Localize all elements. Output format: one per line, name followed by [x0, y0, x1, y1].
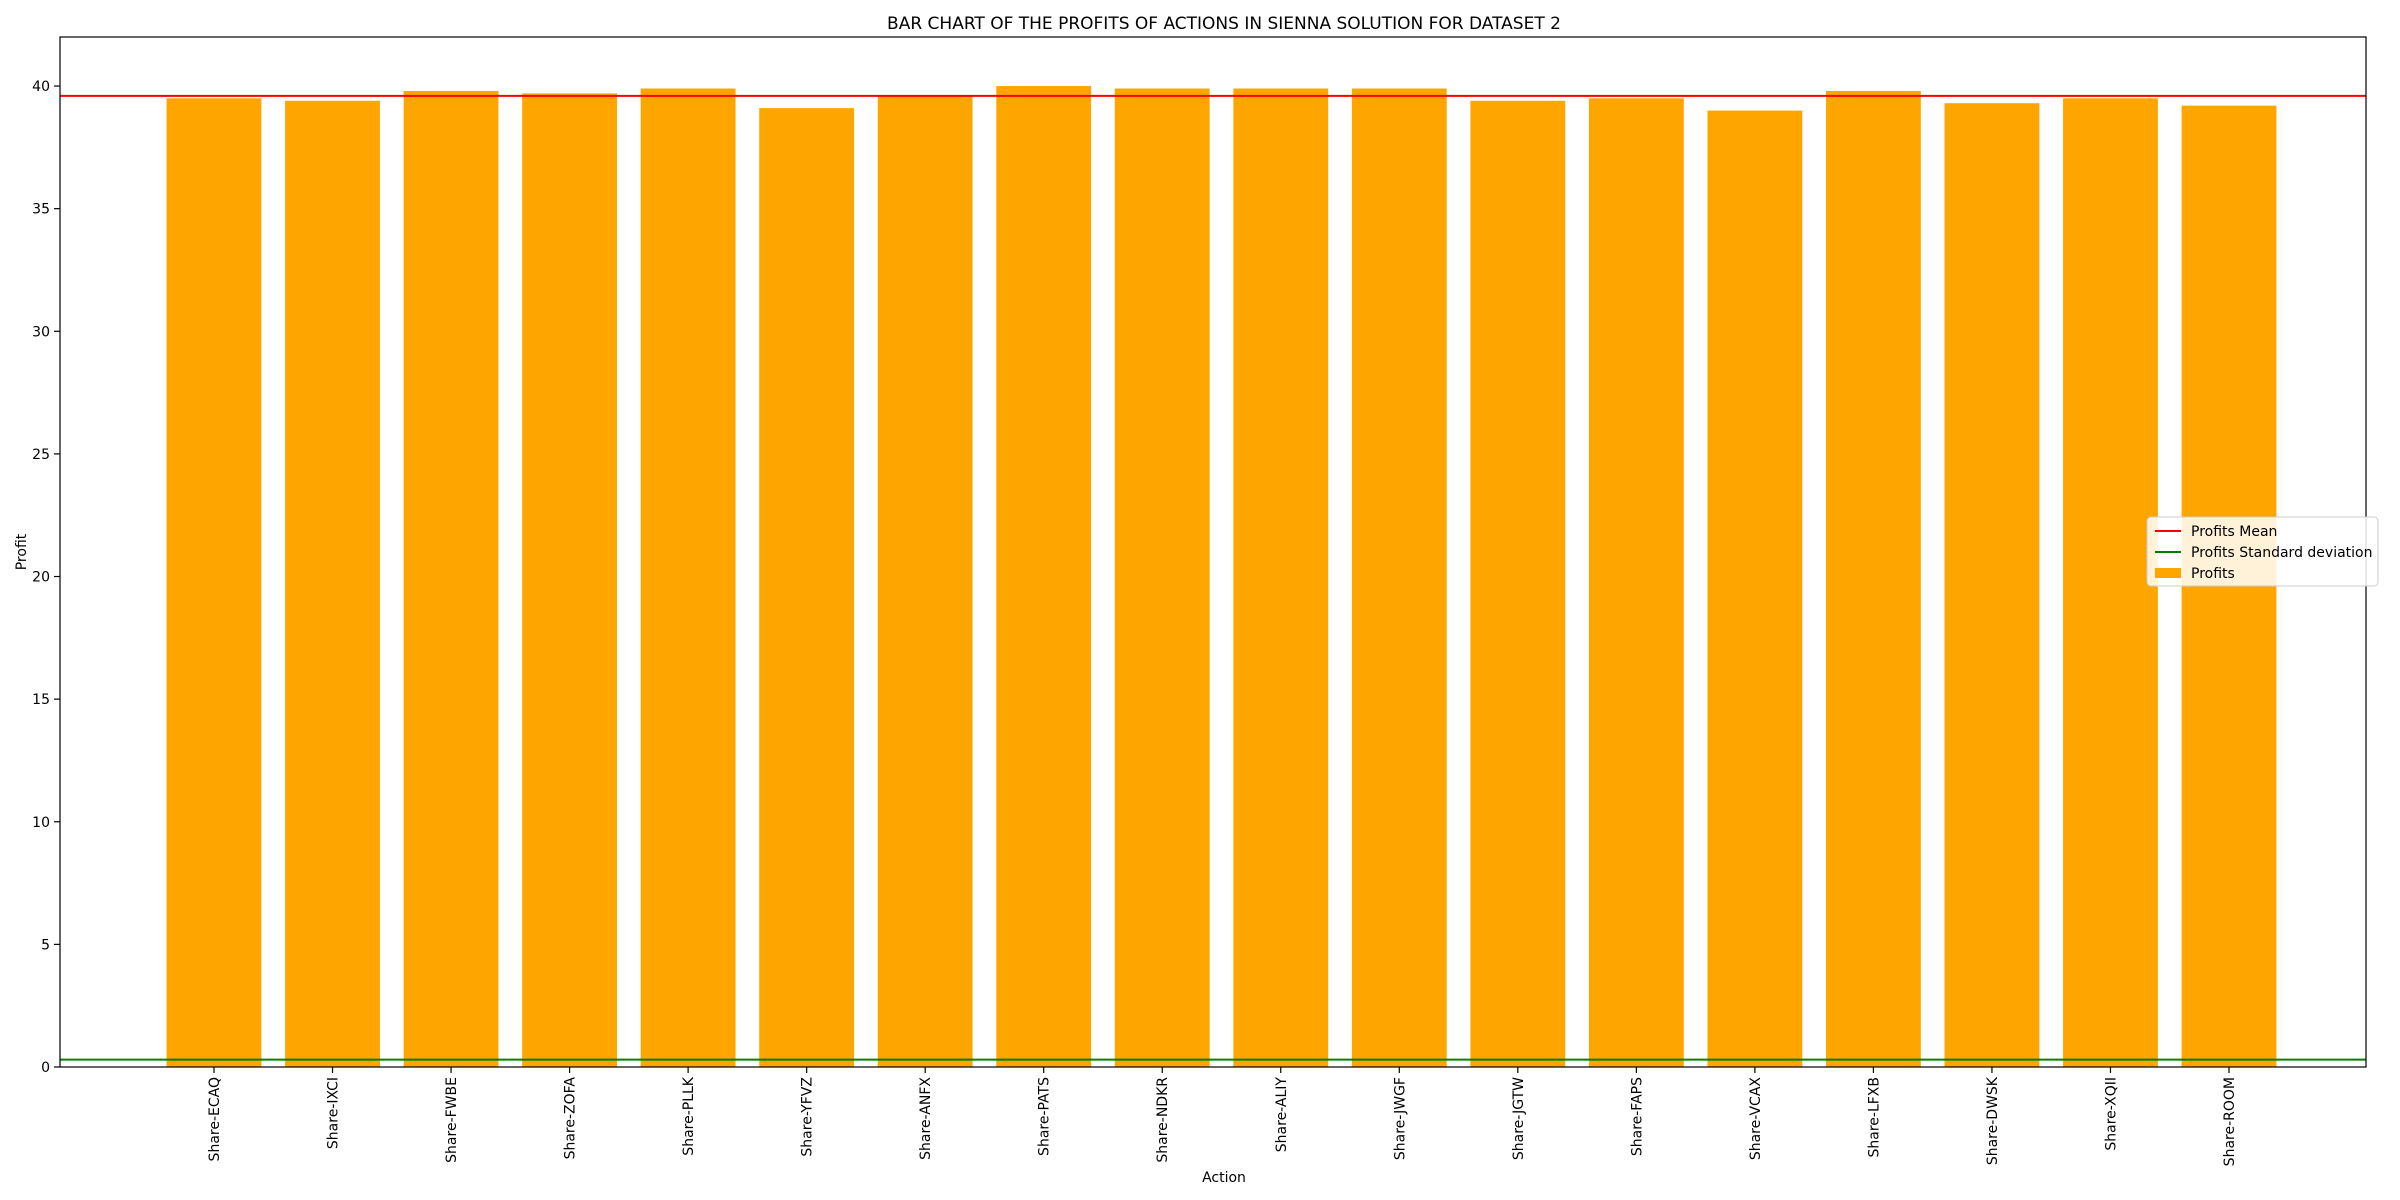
y-tick-label: 35	[32, 202, 50, 218]
y-tick-label: 5	[41, 937, 50, 953]
x-tick-label: Share-VCAX	[1748, 1077, 1764, 1161]
legend: Profits Mean Profits Standard deviation Pr…	[2146, 516, 2379, 587]
y-tick-label: 40	[32, 79, 50, 95]
bar-share-lfxb	[1826, 90, 1921, 1067]
bar-share-anfx	[877, 95, 973, 1068]
y-axis: 0 5 10 15 20 25 30 35 40	[32, 79, 60, 1076]
x-tick-label: Share-ALIY	[1274, 1077, 1290, 1153]
y-tick-label: 20	[32, 570, 50, 586]
y-tick-label: 0	[41, 1060, 50, 1076]
bar-share-ixci	[285, 100, 380, 1067]
x-tick-label: Share-FAPS	[1629, 1077, 1645, 1156]
reference-lines-group	[60, 94, 2366, 1061]
bar-share-dwsk	[1944, 103, 2040, 1067]
bar-share-pats	[996, 86, 1092, 1068]
bar-share-faps	[1588, 98, 1684, 1068]
x-tick-label: Share-IXCI	[326, 1077, 342, 1149]
legend-swatch-profits	[2155, 568, 2181, 578]
bar-share-yfvz	[759, 108, 855, 1068]
bar-share-vcax	[1707, 110, 1803, 1068]
bar-share-fwbe	[403, 90, 499, 1067]
x-axis: Share-ECAQ Share-IXCI Share-FWBE Share-ZOFA…	[207, 1067, 2238, 1166]
y-axis-label: Profit	[14, 533, 30, 570]
bar-share-jgtw	[1470, 100, 1566, 1067]
bar-share-ndkr	[1114, 88, 1210, 1067]
bar-share-xqii	[2063, 98, 2158, 1068]
x-tick-label: Share-PLLK	[681, 1076, 697, 1155]
y-tick-label: 30	[32, 324, 50, 340]
x-tick-label: Share-ZOFA	[563, 1077, 579, 1160]
x-axis-label: Action	[1202, 1170, 1246, 1186]
y-tick-label: 15	[32, 692, 50, 708]
bar-share-jwgf	[1351, 88, 1447, 1067]
bar-share-aliy	[1233, 88, 1329, 1067]
x-tick-label: Share-ANFX	[918, 1077, 934, 1160]
x-tick-label: Share-LFXB	[1866, 1077, 1882, 1158]
y-tick-label: 10	[32, 815, 50, 831]
bar-share-pllk	[640, 88, 736, 1067]
chart-title: BAR CHART OF THE PROFITS OF ACTIONS IN S…	[887, 14, 1561, 34]
x-tick-label: Share-DWSK	[1985, 1076, 2001, 1165]
x-tick-label: Share-ECAQ	[207, 1077, 223, 1161]
x-tick-label: Share-PATS	[1037, 1077, 1053, 1156]
x-tick-label: Share-JGTW	[1511, 1077, 1527, 1160]
x-tick-label: Share-ROOM	[2222, 1077, 2238, 1166]
x-tick-label: Share-YFVZ	[800, 1077, 816, 1157]
bars-group	[166, 86, 2277, 1068]
bar-share-zofa	[522, 93, 617, 1067]
legend-box	[2146, 516, 2379, 587]
y-tick-label: 25	[32, 447, 50, 463]
legend-label-profits-mean: Profits Mean	[2191, 524, 2277, 540]
legend-label-profits: Profits	[2191, 566, 2235, 582]
legend-label-profits-standard-deviation: Profits Standard deviation	[2191, 545, 2372, 561]
x-tick-label: Share-NDKR	[1155, 1077, 1171, 1163]
x-tick-label: Share-FWBE	[444, 1077, 460, 1163]
x-tick-label: Share-JWGF	[1392, 1077, 1408, 1160]
x-tick-label: Share-XQII	[2103, 1077, 2119, 1151]
bar-share-ecaq	[166, 98, 262, 1068]
